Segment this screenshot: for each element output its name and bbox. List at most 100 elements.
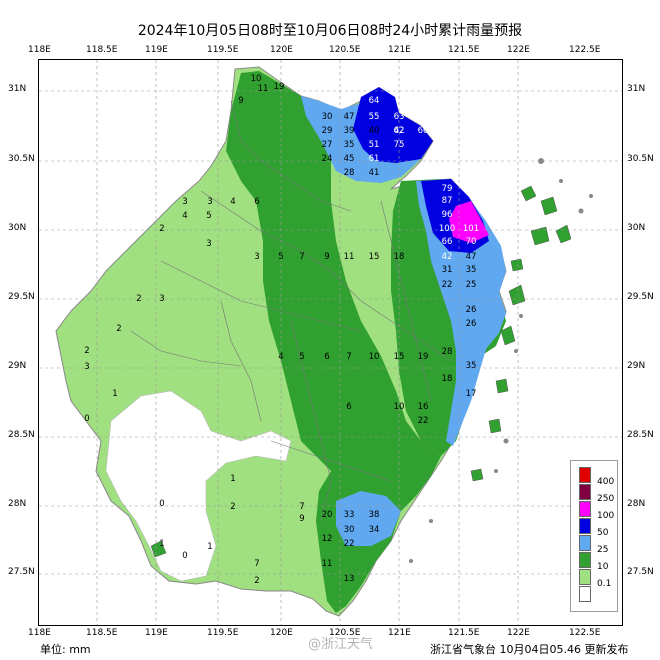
rain-value: 11 — [258, 84, 269, 94]
top-axis-label: 120.5E — [329, 45, 361, 55]
rain-value: 5 — [278, 252, 283, 262]
rain-value: 1 — [159, 539, 164, 549]
legend-swatch — [579, 552, 591, 568]
rain-value: 6 — [346, 402, 351, 412]
rain-value: 15 — [369, 252, 380, 262]
legend-swatch — [579, 484, 591, 500]
rain-value: 19 — [274, 82, 285, 92]
legend-swatch — [579, 518, 591, 534]
left-axis-label: 27.5N — [8, 567, 35, 577]
right-axis-label: 31N — [627, 84, 646, 94]
right-axis-label: 30N — [627, 223, 646, 233]
rain-value: 7 — [254, 559, 259, 569]
no-rain-area — [105, 390, 292, 582]
bottom-axis-label: 118.5E — [86, 628, 118, 638]
left-axis-label: 28N — [8, 499, 27, 509]
bottom-axis-label: 118E — [28, 628, 51, 638]
rain-value: 0 — [159, 499, 164, 509]
rain-value: 25 — [466, 280, 477, 290]
rain-value: 39 — [344, 126, 355, 136]
rain-value: 3 — [159, 294, 164, 304]
rain-value: 7 — [346, 352, 351, 362]
rain-value: 18 — [394, 252, 405, 262]
rain-value: 60 — [418, 126, 429, 136]
bottom-axis-label: 120E — [270, 628, 293, 638]
legend-label: 25 — [597, 545, 609, 555]
right-axis-label: 28N — [627, 499, 646, 509]
right-axis-label: 30.5N — [627, 154, 654, 164]
rain-value: 45 — [344, 154, 355, 164]
legend-swatch — [579, 467, 591, 483]
rain-value: 38 — [369, 510, 380, 520]
rain-value: 2 — [116, 324, 121, 334]
rain-value: 61 — [369, 154, 380, 164]
top-axis-label: 118.5E — [86, 45, 118, 55]
rain-value: 41 — [369, 168, 380, 178]
top-axis-label: 122.5E — [569, 45, 601, 55]
right-axis-label: 29.5N — [627, 292, 654, 302]
rain-value: 55 — [369, 112, 380, 122]
rain-value: 13 — [344, 574, 355, 584]
rain-value: 11 — [344, 252, 355, 262]
county-boundaries — [130, 100, 452, 522]
rain-value: 7 — [299, 252, 304, 262]
rain-value: 40 — [369, 126, 380, 136]
rain-value: 26 — [466, 319, 477, 329]
legend-swatch — [579, 501, 591, 517]
rain-value: 35 — [344, 140, 355, 150]
rain-value: 6 — [324, 352, 329, 362]
rain-value: 9 — [238, 96, 243, 106]
rain-value: 33 — [344, 510, 355, 520]
left-axis-label: 29.5N — [8, 292, 35, 302]
rain-value: 75 — [394, 140, 405, 150]
light-blue-area-east — [416, 179, 506, 446]
legend-swatch — [579, 535, 591, 551]
right-axis-label: 29N — [627, 361, 646, 371]
rain-value: 70 — [466, 237, 477, 247]
rain-value: 2 — [254, 576, 259, 586]
rain-value: 28 — [344, 168, 355, 178]
rain-value: 18 — [442, 374, 453, 384]
legend-swatch — [579, 586, 591, 602]
rain-value: 35 — [466, 361, 477, 371]
rain-value: 1 — [112, 389, 117, 399]
rain-value: 3 — [206, 239, 211, 249]
rain-value: 0 — [84, 414, 89, 424]
right-axis-label: 28.5N — [627, 430, 654, 440]
legend: 400 250 100 50 25 10 0.1 — [570, 460, 618, 612]
rain-value: 15 — [394, 352, 405, 362]
rain-value: 12 — [322, 534, 333, 544]
rain-value: 96 — [442, 210, 453, 220]
rain-value: 16 — [418, 402, 429, 412]
rain-value: 5 — [299, 352, 304, 362]
right-axis-label: 27.5N — [627, 567, 654, 577]
island-specks — [150, 185, 572, 558]
bottom-axis-label: 119E — [145, 628, 168, 638]
legend-label: 250 — [597, 494, 615, 504]
legend-label: 100 — [597, 511, 615, 521]
bottom-axis-label: 121.5E — [448, 628, 480, 638]
bottom-axis-label: 122.5E — [569, 628, 601, 638]
rain-value: 28 — [442, 347, 453, 357]
rain-value: 79 — [442, 184, 453, 194]
rain-value: 10 — [251, 74, 262, 84]
rain-value: 17 — [466, 389, 477, 399]
rain-value: 6 — [254, 197, 259, 207]
page-title: 2024年10月05日08时至10月06日08时24小时累计雨量预报 — [137, 23, 523, 39]
rain-value: 4 — [230, 197, 235, 207]
rain-value: 64 — [369, 96, 380, 106]
legend-swatch — [579, 569, 591, 585]
grid-lines — [39, 60, 622, 625]
rain-value: 87 — [442, 196, 453, 206]
rain-value: 42 — [394, 126, 405, 136]
green-area — [226, 71, 441, 613]
top-axis-label: 122E — [507, 45, 530, 55]
left-axis-label: 29N — [8, 361, 27, 371]
rain-value: 10 — [394, 402, 405, 412]
rain-value: 100 — [439, 224, 455, 234]
rain-value: 24 — [322, 154, 333, 164]
top-axis-label: 120E — [270, 45, 293, 55]
bottom-axis-label: 119.5E — [207, 628, 239, 638]
